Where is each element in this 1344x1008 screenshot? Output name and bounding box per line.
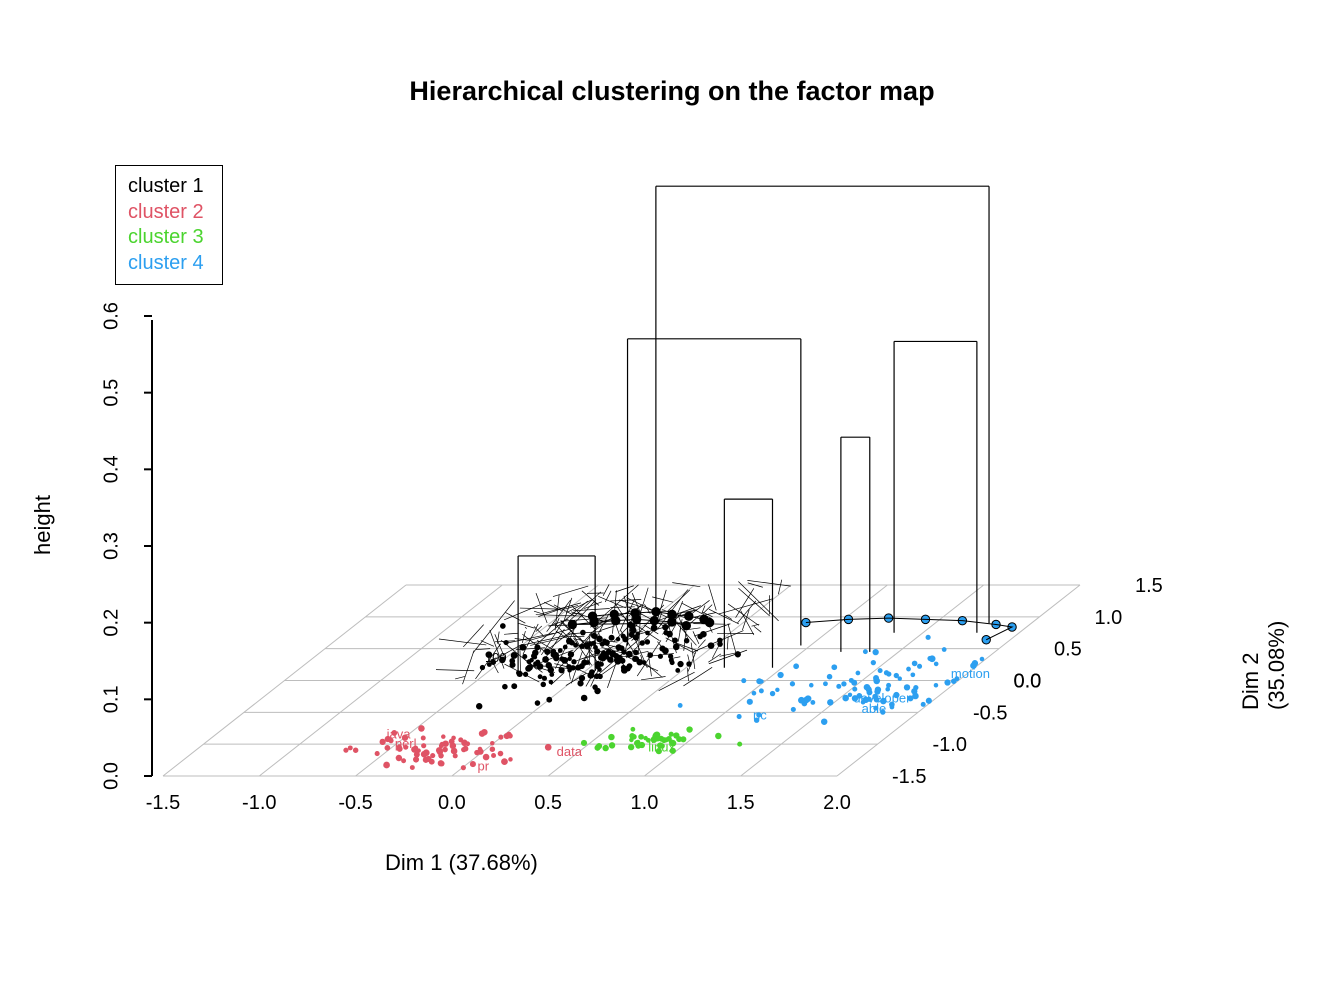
svg-text:-0.5: -0.5 [338,792,372,814]
svg-text:0.1: 0.1 [100,685,122,713]
svg-text:1.5: 1.5 [727,792,755,814]
plot-surface: 0.0 0.1 0.2 0.3 0.4 0.5 0.6 -1.5 -1.0 -0.5 0.0 0.5 1… [0,0,1344,1008]
svg-text:motion: motion [951,666,990,681]
svg-text:0.0: 0.0 [100,762,122,790]
svg-text:0.2: 0.2 [100,609,122,637]
svg-text:1.0: 1.0 [1095,607,1123,629]
svg-text:0.0: 0.0 [438,792,466,814]
svg-text:0.4: 0.4 [100,455,122,483]
svg-text:0.0: 0.0 [1014,671,1042,693]
svg-text:0.3: 0.3 [100,532,122,560]
svg-text:1.0: 1.0 [631,792,659,814]
svg-text:0.5: 0.5 [1054,639,1082,661]
svg-text:data: data [557,744,583,759]
svg-text:nc: nc [753,708,767,723]
svg-text:perl: perl [395,736,417,751]
svg-text:pr: pr [477,758,489,773]
svg-text:linux: linux [648,739,675,754]
svg-text:0.6: 0.6 [100,302,122,330]
svg-text:-1.5: -1.5 [892,766,926,788]
svg-text:-1.0: -1.0 [933,734,967,756]
svg-text:-0.5: -0.5 [973,702,1007,724]
svg-text:0.5: 0.5 [534,792,562,814]
svg-text:100: 100 [485,650,507,665]
svg-text:-1.5: -1.5 [146,792,180,814]
svg-text:0.5: 0.5 [100,379,122,407]
svg-text:2.0: 2.0 [823,792,851,814]
svg-text:1.5: 1.5 [1135,575,1163,597]
svg-text:-1.0: -1.0 [242,792,276,814]
svg-text:developer: developer [853,690,911,705]
